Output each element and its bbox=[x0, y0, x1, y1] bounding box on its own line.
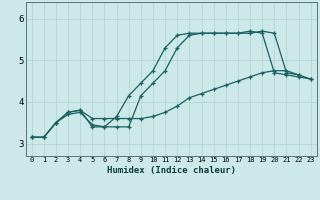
X-axis label: Humidex (Indice chaleur): Humidex (Indice chaleur) bbox=[107, 166, 236, 175]
